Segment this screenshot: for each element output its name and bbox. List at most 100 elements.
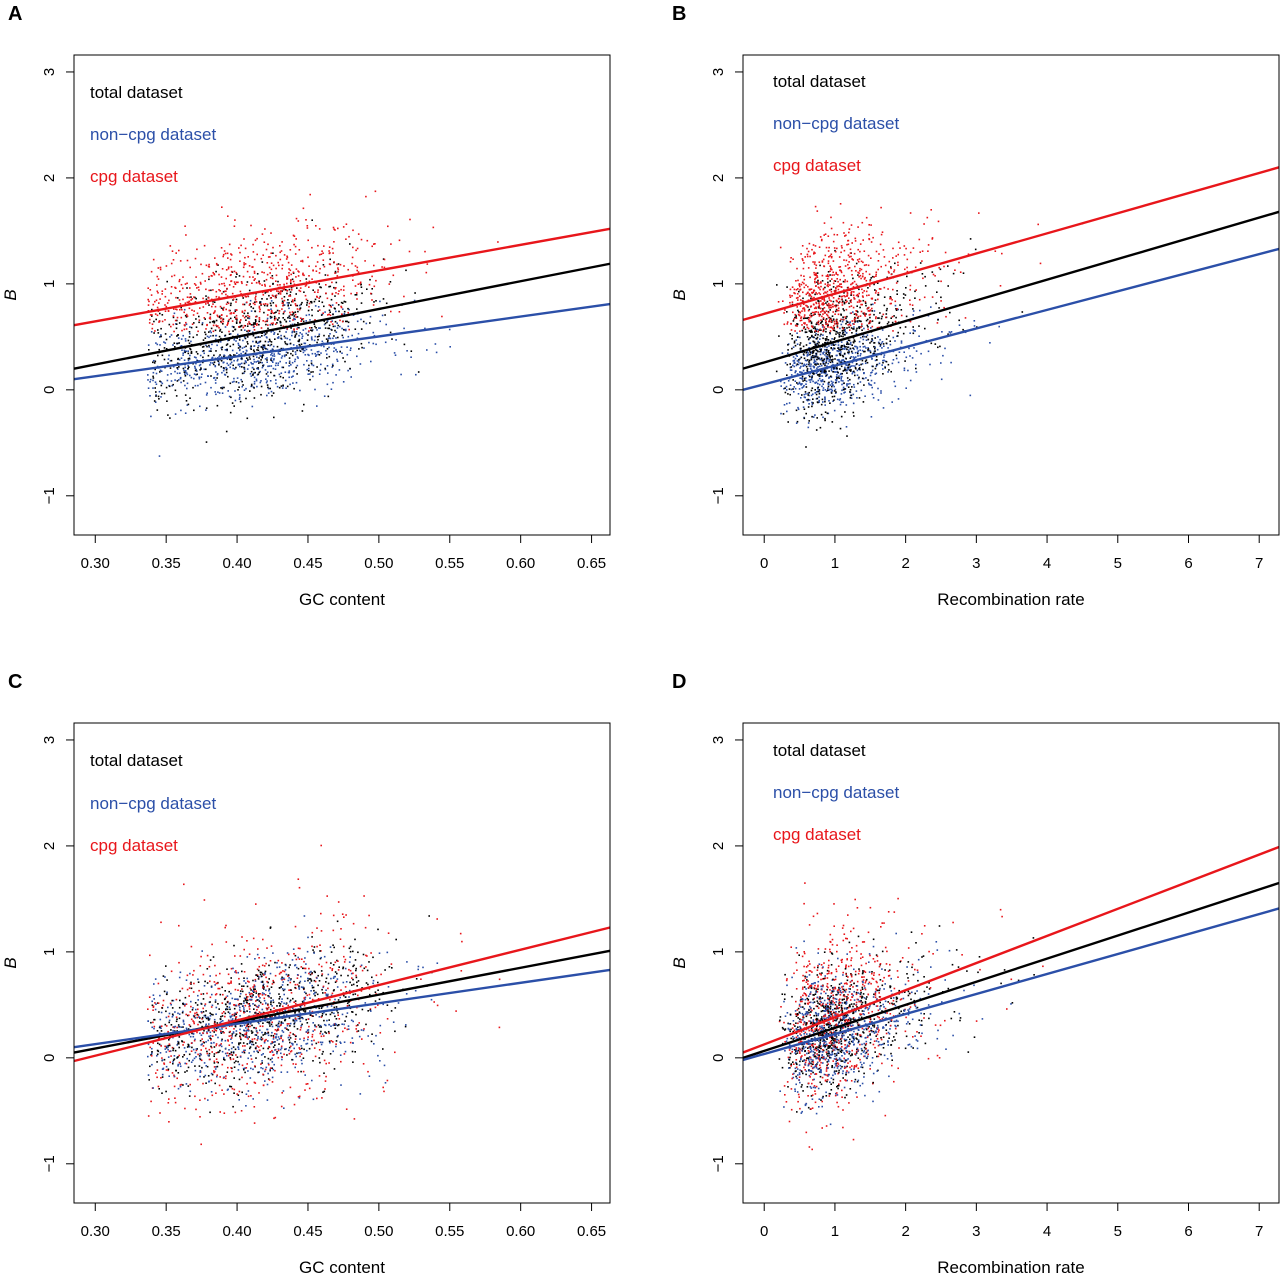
scatter-point — [212, 312, 215, 314]
scatter-point — [791, 303, 794, 306]
scatter-point — [895, 309, 898, 311]
scatter-point — [826, 304, 828, 306]
scatter-point — [308, 305, 310, 308]
scatter-point — [231, 1054, 234, 1056]
scatter-point — [306, 299, 309, 302]
scatter-point — [816, 281, 818, 283]
scatter-point — [196, 287, 198, 289]
scatter-point — [843, 329, 845, 332]
scatter-point — [210, 386, 212, 389]
scatter-point — [836, 371, 838, 373]
scatter-point — [308, 370, 310, 372]
scatter-point — [327, 982, 330, 985]
scatter-point — [334, 1015, 336, 1018]
scatter-point — [255, 1000, 257, 1002]
scatter-point — [319, 295, 322, 298]
scatter-point — [247, 317, 249, 319]
scatter-point — [349, 367, 351, 370]
scatter-point — [267, 243, 269, 246]
scatter-point — [248, 991, 251, 994]
scatter-point — [329, 337, 332, 340]
scatter-point — [218, 289, 220, 291]
y-tick-label: 3 — [710, 68, 727, 76]
scatter-point — [192, 336, 195, 339]
scatter-point — [228, 284, 231, 286]
scatter-point — [347, 335, 350, 338]
scatter-point — [321, 974, 323, 977]
scatter-point — [803, 286, 806, 289]
scatter-point — [831, 338, 833, 340]
scatter-point — [811, 326, 814, 328]
scatter-point — [181, 308, 183, 311]
scatter-point — [319, 369, 322, 372]
scatter-point — [295, 217, 298, 220]
scatter-point — [290, 992, 293, 994]
scatter-point — [428, 915, 430, 917]
scatter-point — [212, 334, 214, 337]
scatter-point — [236, 337, 238, 339]
scatter-point — [246, 301, 248, 304]
scatter-point — [165, 305, 168, 308]
scatter-point — [403, 295, 405, 298]
scatter-point — [791, 295, 793, 297]
scatter-point — [860, 303, 862, 306]
scatter-point — [836, 377, 838, 379]
scatter-point — [815, 330, 818, 332]
scatter-point — [321, 340, 324, 343]
scatter-point — [834, 343, 837, 346]
scatter-point — [316, 341, 318, 344]
scatter-point — [892, 247, 894, 250]
scatter-point — [262, 348, 264, 351]
scatter-point — [820, 403, 823, 406]
scatter-point — [859, 315, 862, 317]
scatter-point — [159, 312, 161, 315]
scatter-point — [973, 320, 976, 322]
scatter-point — [310, 360, 313, 362]
scatter-point — [269, 340, 271, 342]
scatter-point — [306, 360, 308, 362]
scatter-point — [203, 1014, 206, 1017]
scatter-point — [840, 251, 842, 254]
scatter-point — [196, 312, 199, 315]
scatter-point — [341, 327, 343, 330]
scatter-point — [320, 1026, 322, 1028]
scatter-point — [937, 220, 940, 223]
scatter-point — [246, 325, 249, 327]
scatter-point — [852, 323, 854, 325]
scatter-point — [228, 309, 231, 312]
scatter-point — [821, 398, 824, 401]
scatter-point — [244, 352, 247, 355]
scatter-point — [816, 356, 819, 358]
scatter-point — [258, 320, 260, 323]
scatter-point — [870, 379, 873, 382]
scatter-point — [295, 366, 297, 369]
scatter-point — [852, 337, 855, 339]
scatter-point — [235, 322, 238, 324]
scatter-point — [924, 275, 926, 278]
scatter-point — [905, 247, 907, 250]
scatter-point — [826, 357, 828, 360]
scatter-point — [306, 227, 309, 229]
scatter-point — [326, 353, 328, 356]
scatter-point — [327, 339, 329, 342]
scatter-point — [182, 334, 184, 337]
scatter-point — [220, 347, 223, 349]
scatter-point — [221, 386, 224, 389]
scatter-point — [805, 383, 807, 385]
scatter-point — [865, 313, 867, 315]
scatter-point — [814, 414, 816, 416]
scatter-point — [793, 365, 796, 368]
scatter-point — [323, 245, 325, 247]
scatter-point — [329, 285, 332, 288]
scatter-point — [256, 349, 258, 351]
scatter-point — [267, 1040, 269, 1042]
scatter-point — [266, 317, 269, 320]
scatter-point — [798, 283, 801, 285]
scatter-point — [865, 270, 867, 273]
scatter-point — [272, 322, 274, 324]
scatter-point — [328, 346, 330, 349]
scatter-point — [907, 369, 909, 372]
scatter-point — [851, 352, 854, 354]
scatter-point — [283, 978, 286, 981]
scatter-point — [807, 392, 809, 395]
